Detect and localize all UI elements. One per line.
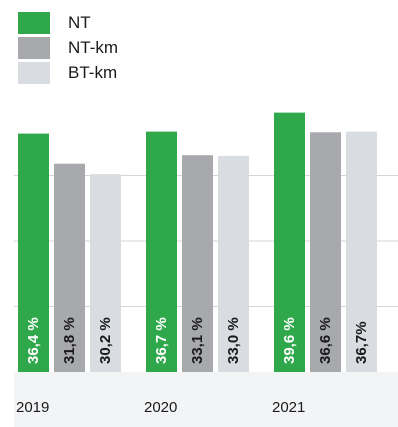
data-label-bt-km-2020: 33,0 % xyxy=(225,317,242,364)
data-label-nt-km-2019: 31,8 % xyxy=(61,317,78,364)
bar-nt-2021 xyxy=(274,112,305,373)
legend-label-nt: NT xyxy=(68,13,91,32)
x-tick-label-2021: 2021 xyxy=(272,399,305,416)
bar-bt-km-2020 xyxy=(218,155,249,372)
data-label-nt-km-2020: 33,1 % xyxy=(189,317,206,364)
bar-bt-km-2019 xyxy=(90,174,121,372)
legend-label-bt-km: BT-km xyxy=(68,63,118,82)
x-tick-label-2020: 2020 xyxy=(144,399,177,416)
data-label-nt-2020: 36,7 % xyxy=(153,317,170,364)
legend-item-nt: NT xyxy=(18,12,118,34)
data-label-bt-km-2019: 30,2 % xyxy=(97,317,114,364)
data-label-bt-km-2021: 36,7% xyxy=(353,321,370,364)
legend-label-nt-km: NT-km xyxy=(68,38,119,57)
bar-nt-2019 xyxy=(18,133,49,372)
bar-bt-km-2021 xyxy=(346,131,377,372)
data-label-nt-km-2021: 36,6 % xyxy=(317,317,334,364)
legend-item-nt-km: NT-km xyxy=(18,37,118,59)
data-label-nt-2019: 36,4 % xyxy=(25,317,42,364)
legend-item-bt-km: BT-km xyxy=(18,62,118,84)
bar-nt-km-2020 xyxy=(182,155,213,372)
bar-nt-km-2019 xyxy=(54,163,85,372)
data-label-nt-2021: 39,6 % xyxy=(281,317,298,364)
legend-swatch-nt xyxy=(18,12,50,34)
legend-swatch-nt-km xyxy=(18,37,50,59)
legend-swatch-bt-km xyxy=(18,62,50,84)
bar-nt-km-2021 xyxy=(310,132,341,372)
bar-nt-2020 xyxy=(146,131,177,372)
x-tick-label-2019: 2019 xyxy=(16,399,49,416)
chart-legend: NT NT-km BT-km xyxy=(18,12,118,87)
x-axis-band xyxy=(14,372,398,427)
